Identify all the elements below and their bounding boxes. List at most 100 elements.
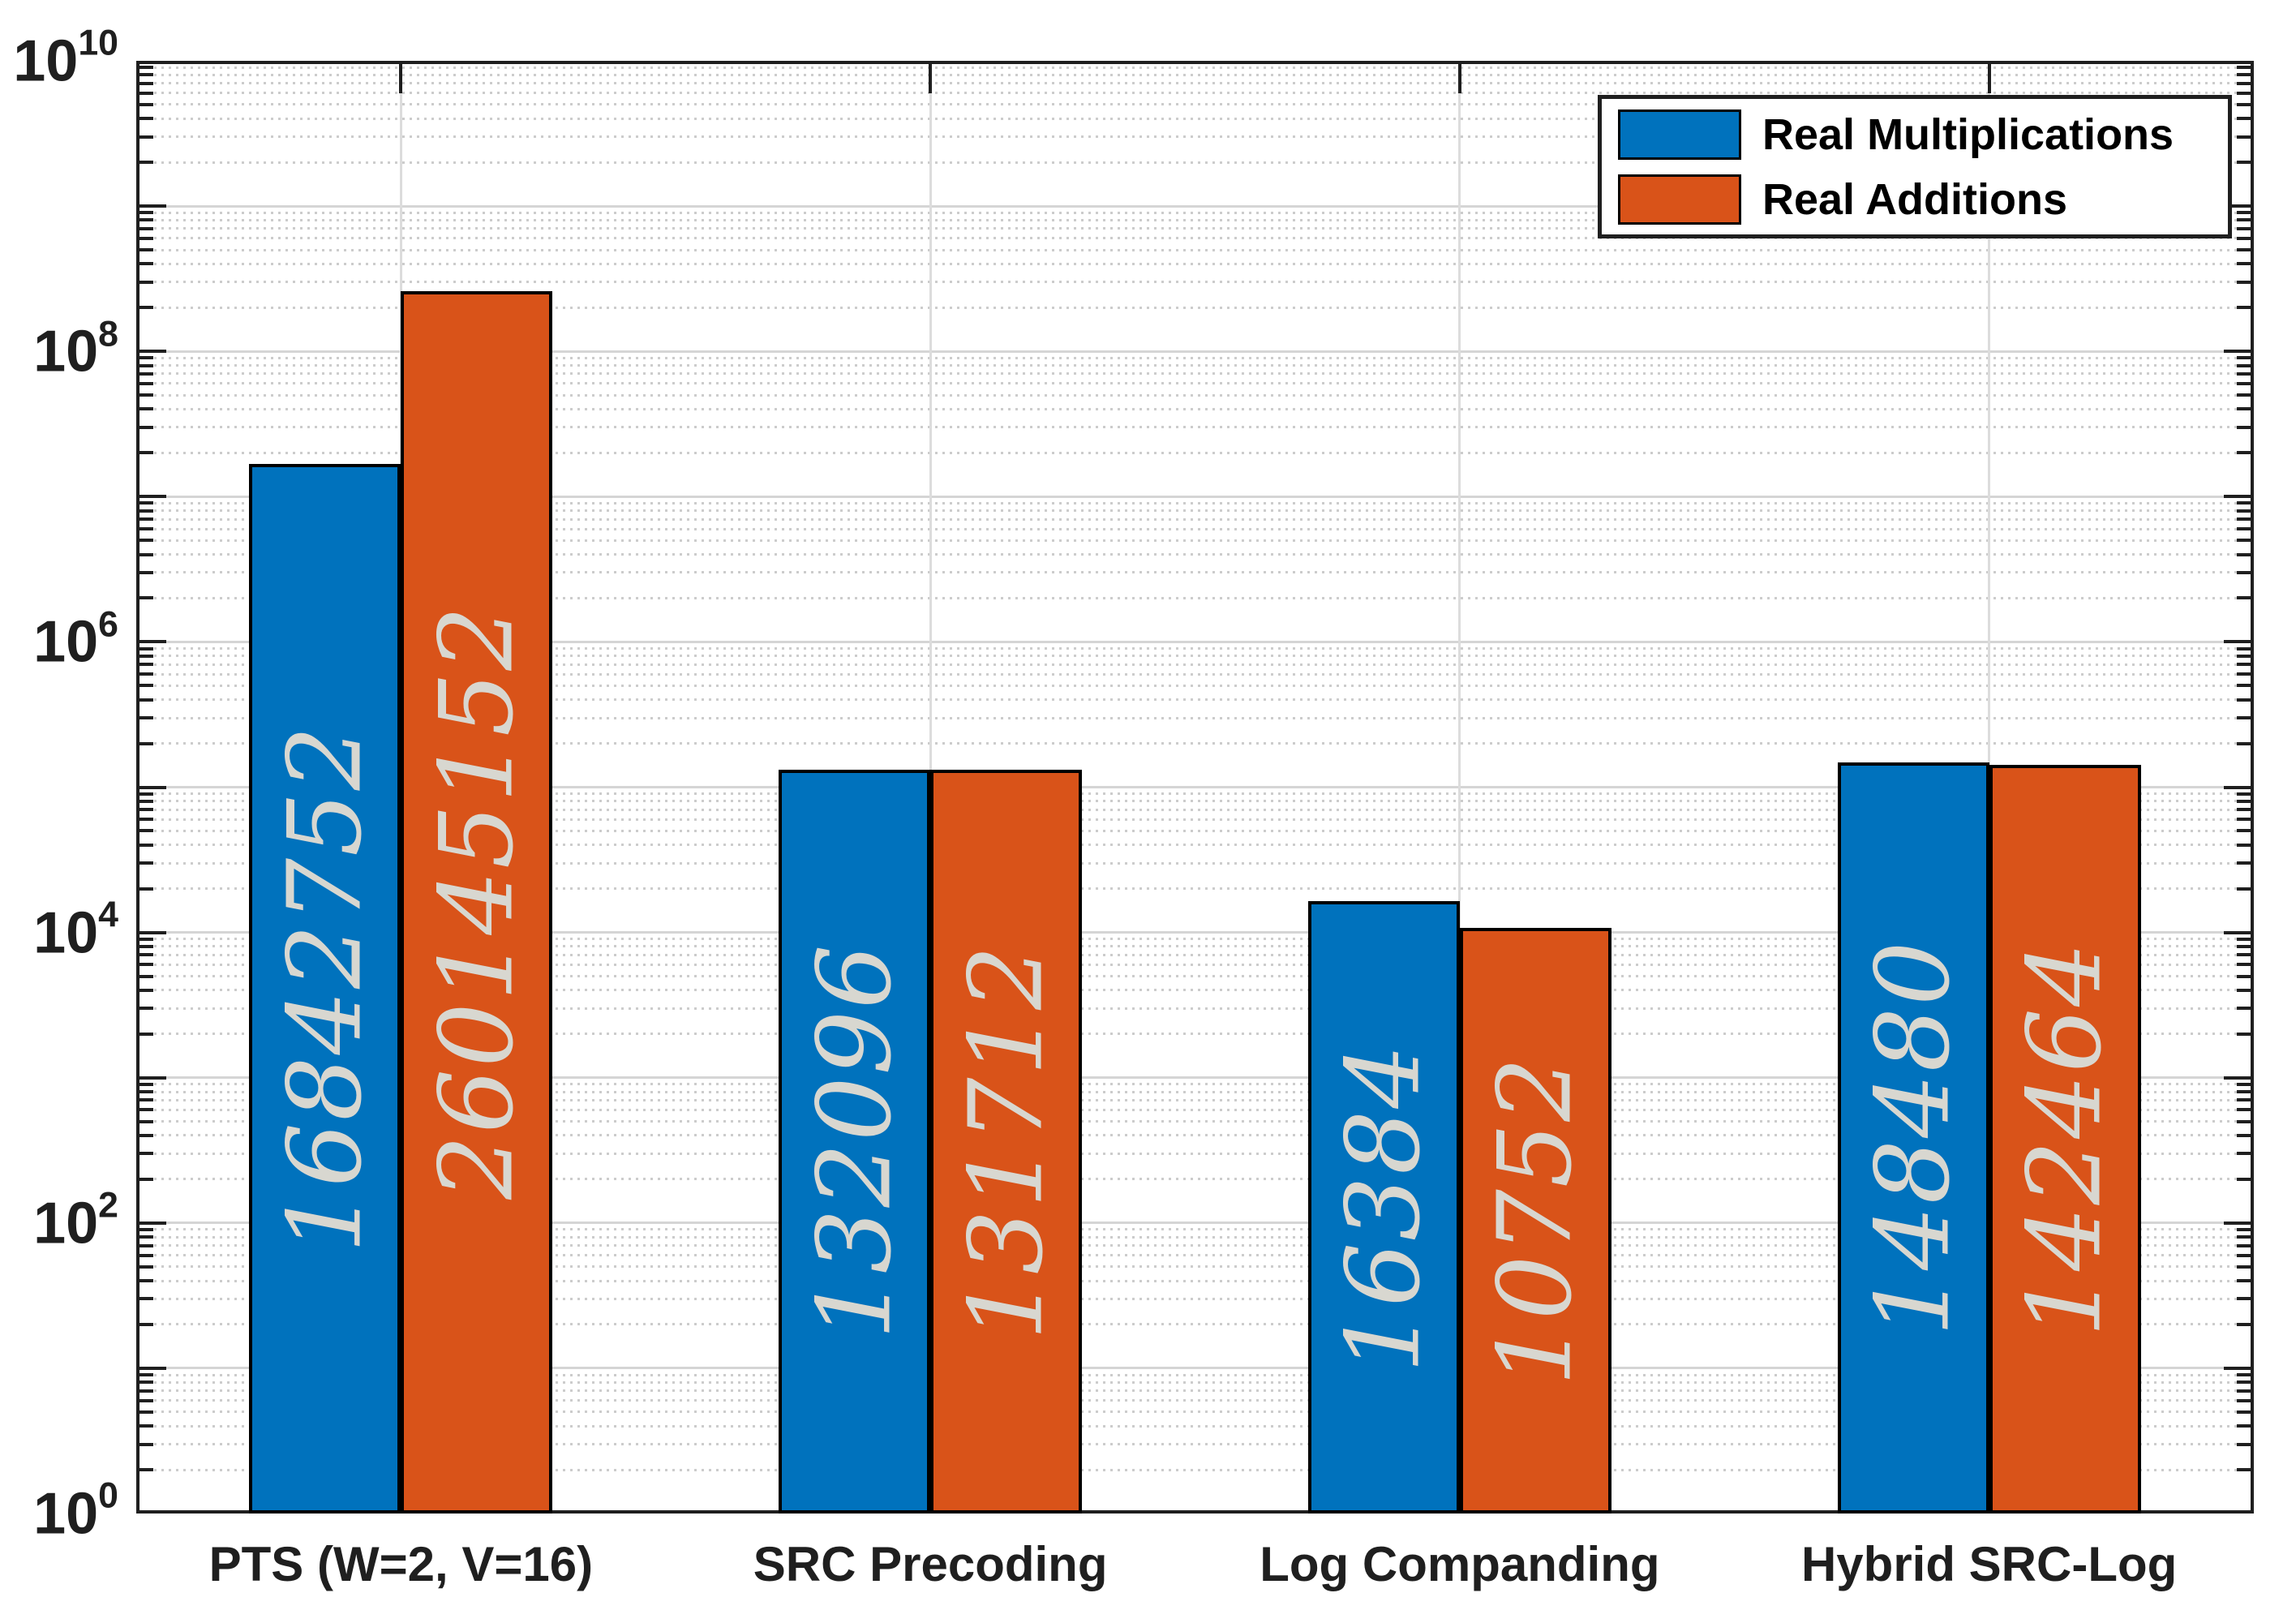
bar-additions: 131712 [930,770,1083,1514]
y-tick-label: 102 [33,1185,118,1256]
minor-gridline [139,1443,2251,1446]
minor-tick-left [139,792,153,796]
minor-tick-left [139,527,153,531]
minor-tick-right [2237,262,2251,266]
minor-tick-right [2237,226,2251,230]
minor-gridline [139,227,2251,230]
minor-gridline [139,861,2251,865]
minor-gridline [139,1373,2251,1376]
major-tick-left [139,204,166,208]
minor-gridline [139,539,2251,542]
minor-tick-left [139,1119,153,1123]
minor-tick-left [139,102,153,106]
minor-tick-right [2237,425,2251,429]
minor-gridline [139,248,2251,251]
minor-gridline [139,211,2251,214]
minor-tick-left [139,1398,153,1402]
minor-tick-left [139,117,153,121]
minor-gridline [139,716,2251,719]
minor-tick-right [2237,1253,2251,1257]
y-tick-label: 108 [33,314,118,384]
legend-label-multiplications: Real Multiplications [1762,109,2174,159]
minor-gridline [139,1178,2251,1181]
minor-tick-right [2237,501,2251,505]
major-tick-left [139,1221,166,1225]
minor-gridline [139,517,2251,521]
minor-tick-left [139,1253,153,1257]
minor-gridline [139,1244,2251,1247]
minor-tick-left [139,1235,153,1239]
minor-gridline [139,742,2251,745]
minor-tick-left [139,501,153,505]
minor-gridline [139,800,2251,803]
minor-tick-right [2237,684,2251,688]
minor-gridline [139,1134,2251,1137]
major-tick-left [139,640,166,644]
minor-tick-left [139,953,153,957]
minor-tick-right [2237,1468,2251,1472]
minor-gridline [139,1323,2251,1326]
minor-tick-left [139,381,153,385]
minor-tick-right [2237,1108,2251,1112]
bar-multiplications: 16384 [1307,901,1460,1514]
minor-gridline [139,382,2251,385]
minor-tick-right [2237,887,2251,891]
minor-gridline [139,684,2251,687]
minor-gridline [139,117,2251,120]
bar-additions: 260145152 [401,290,553,1514]
minor-tick-left [139,1279,153,1283]
minor-tick-right [2237,808,2251,812]
major-tick-right [2224,1076,2251,1080]
minor-tick-left [139,843,153,847]
minor-tick-left [139,646,153,650]
minor-tick-right [2237,306,2251,310]
minor-tick-left [139,1468,153,1472]
minor-tick-right [2237,1133,2251,1137]
minor-tick-right [2237,1398,2251,1402]
minor-tick-right [2237,953,2251,957]
minor-tick-right [2237,570,2251,574]
major-tick-right [2224,1221,2251,1225]
minor-tick-right [2237,799,2251,803]
minor-tick-right [2237,596,2251,600]
minor-tick-right [2237,716,2251,720]
minor-gridline [139,92,2251,95]
minor-tick-left [139,262,153,266]
minor-tick-right [2237,1322,2251,1326]
minor-tick-right [2237,741,2251,745]
minor-gridline [139,792,2251,796]
minor-gridline [139,1424,2251,1428]
minor-gridline [139,451,2251,454]
minor-tick-right [2237,517,2251,522]
minor-tick-left [139,988,153,992]
minor-tick-left [139,1133,153,1137]
minor-tick-right [2237,381,2251,385]
minor-tick-right [2237,963,2251,967]
legend-swatch-orange [1618,174,1741,225]
minor-tick-left [139,663,153,667]
minor-tick-left [139,654,153,658]
minor-gridline [139,818,2251,821]
minor-tick-right [2237,829,2251,833]
minor-tick-left [139,371,153,376]
minor-gridline [139,1098,2251,1101]
minor-tick-left [139,1322,153,1326]
minor-gridline [139,218,2251,221]
minor-gridline [139,1083,2251,1086]
minor-gridline [139,407,2251,410]
minor-tick-left [139,596,153,600]
minor-gridline [139,1033,2251,1036]
major-tick-right [2224,350,2251,354]
minor-gridline [139,1399,2251,1402]
minor-gridline [139,1108,2251,1111]
bar-value-label: 16384 [1324,1041,1443,1373]
minor-tick-left [139,741,153,745]
minor-tick-left [139,1152,153,1156]
legend-row-additions: Real Additions [1618,174,2212,225]
minor-gridline [139,808,2251,811]
minor-gridline [139,571,2251,574]
y-tick-label: 1010 [13,23,118,94]
minor-gridline [139,596,2251,599]
major-tick-right [2224,785,2251,789]
